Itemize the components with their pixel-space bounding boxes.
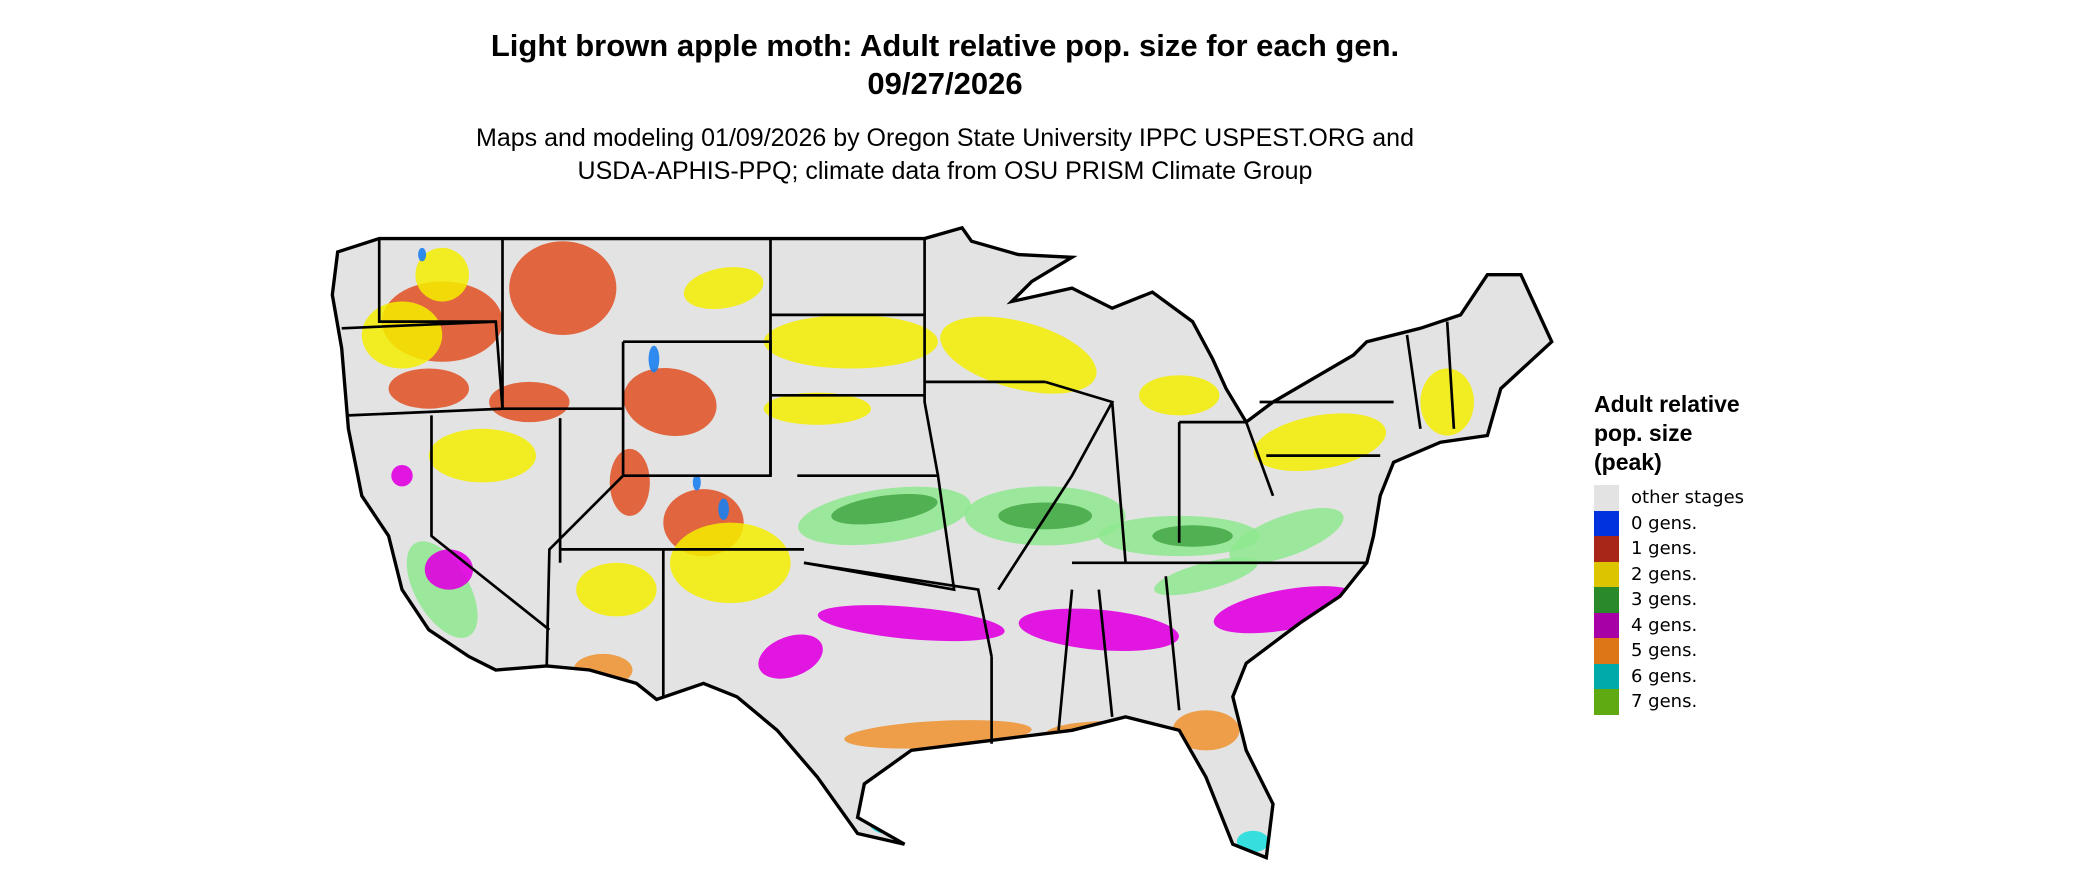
zone-6-gen (1236, 830, 1269, 853)
zone-4-gen (1018, 608, 1179, 652)
zone-1-gen (509, 241, 617, 335)
zone-2-gen (940, 316, 1097, 394)
legend-swatch (1594, 663, 1619, 689)
zone-2-gen (1420, 368, 1474, 436)
zone-6-gen (868, 806, 901, 834)
zone-4-gen (391, 464, 413, 487)
legend-title-line: pop. size (1594, 420, 1693, 446)
state-border (803, 561, 993, 657)
zone-3-gen-light (406, 541, 478, 638)
zone-2-gen (670, 522, 791, 603)
state-borders (341, 238, 1456, 744)
legend-swatch (1594, 536, 1619, 562)
zone-4-gen (817, 605, 1005, 642)
legend-swatch (1594, 485, 1619, 511)
map-date: 09/27/2026 (867, 66, 1023, 101)
state-border (923, 238, 940, 476)
zone-1-gen (489, 381, 570, 423)
legend-label: 5 gens. (1631, 640, 1698, 662)
legend-title-line: (peak) (1594, 449, 1662, 475)
zone-0-gen (648, 345, 660, 373)
legend-item: 2 gens. (1594, 561, 1744, 587)
legend-item: other stages (1594, 485, 1744, 511)
zone-0-gen (692, 474, 701, 491)
legend-title: Adult relative pop. size (peak) (1594, 390, 1744, 477)
zone-2-gen (361, 301, 443, 369)
zone-2-gen (1139, 375, 1220, 416)
legend: Adult relative pop. size (peak) other st… (1594, 390, 1744, 715)
legend-item: 6 gens. (1594, 663, 1744, 689)
us-border (330, 225, 1554, 860)
legend-swatch (1594, 689, 1619, 715)
legend-label: 0 gens. (1631, 512, 1698, 534)
state-border (1164, 576, 1181, 711)
zone-3-gen (1152, 525, 1233, 547)
legend-swatch (1594, 510, 1619, 536)
legend-label: 6 gens. (1631, 665, 1698, 687)
zone-5-gen (1172, 710, 1240, 751)
state-border (1405, 334, 1422, 429)
zone-4-gen (758, 634, 823, 679)
legend-item: 5 gens. (1594, 638, 1744, 664)
zone-2-gen (415, 247, 469, 302)
legend-label: other stages (1631, 487, 1745, 509)
state-border (797, 474, 956, 592)
zone-2-gen (576, 562, 657, 617)
zone-0-gen (418, 247, 427, 262)
zone-2-gen (763, 314, 938, 369)
state-border (1110, 401, 1127, 563)
state-border (341, 320, 504, 417)
zone-2-gen (428, 428, 536, 483)
zone-0-gen (718, 498, 729, 520)
generation-zones (361, 241, 1474, 853)
map-title: Light brown apple moth: Adult relative p… (490, 28, 1400, 63)
zone-3-gen-light (1229, 508, 1344, 564)
legend-swatch (1594, 612, 1619, 638)
subtitle-line-1: Maps and modeling 01/09/2026 by Oregon S… (476, 124, 1414, 152)
legend-label: 1 gens. (1631, 538, 1698, 560)
legend-label: 3 gens. (1631, 589, 1698, 611)
legend-label: 4 gens. (1631, 614, 1698, 636)
state-border (997, 380, 1115, 591)
legend-swatch (1594, 561, 1619, 587)
legend-item: 3 gens. (1594, 587, 1744, 613)
state-border (1057, 589, 1074, 731)
legend-label: 7 gens. (1631, 691, 1698, 713)
zone-4-gen (1213, 586, 1360, 634)
zone-1-gen (623, 368, 717, 436)
state-border (1097, 589, 1114, 718)
legend-item: 0 gens. (1594, 510, 1744, 536)
legend-label: 2 gens. (1631, 563, 1698, 585)
zone-3-gen (831, 493, 938, 525)
legend-swatch (1594, 638, 1619, 664)
state-border (1445, 321, 1456, 429)
zone-2-gen (683, 267, 764, 310)
legend-item: 7 gens. (1594, 689, 1744, 715)
zone-1-gen (609, 448, 650, 516)
us-land (332, 227, 1552, 858)
legend-title-line: Adult relative (1594, 391, 1740, 417)
zone-3-gen-light (1154, 557, 1258, 596)
state-border (545, 474, 625, 667)
legend-item: 4 gens. (1594, 612, 1744, 638)
legend-swatch (1594, 587, 1619, 613)
subtitle-line-2: USDA-APHIS-PPQ; climate data from OSU PR… (577, 157, 1313, 185)
state-border (377, 238, 496, 323)
legend-item: 1 gens. (1594, 536, 1744, 562)
zone-4-gen (424, 549, 474, 590)
state-border (430, 415, 551, 631)
zone-1-gen (388, 368, 469, 409)
zone-2-gen (763, 392, 871, 425)
